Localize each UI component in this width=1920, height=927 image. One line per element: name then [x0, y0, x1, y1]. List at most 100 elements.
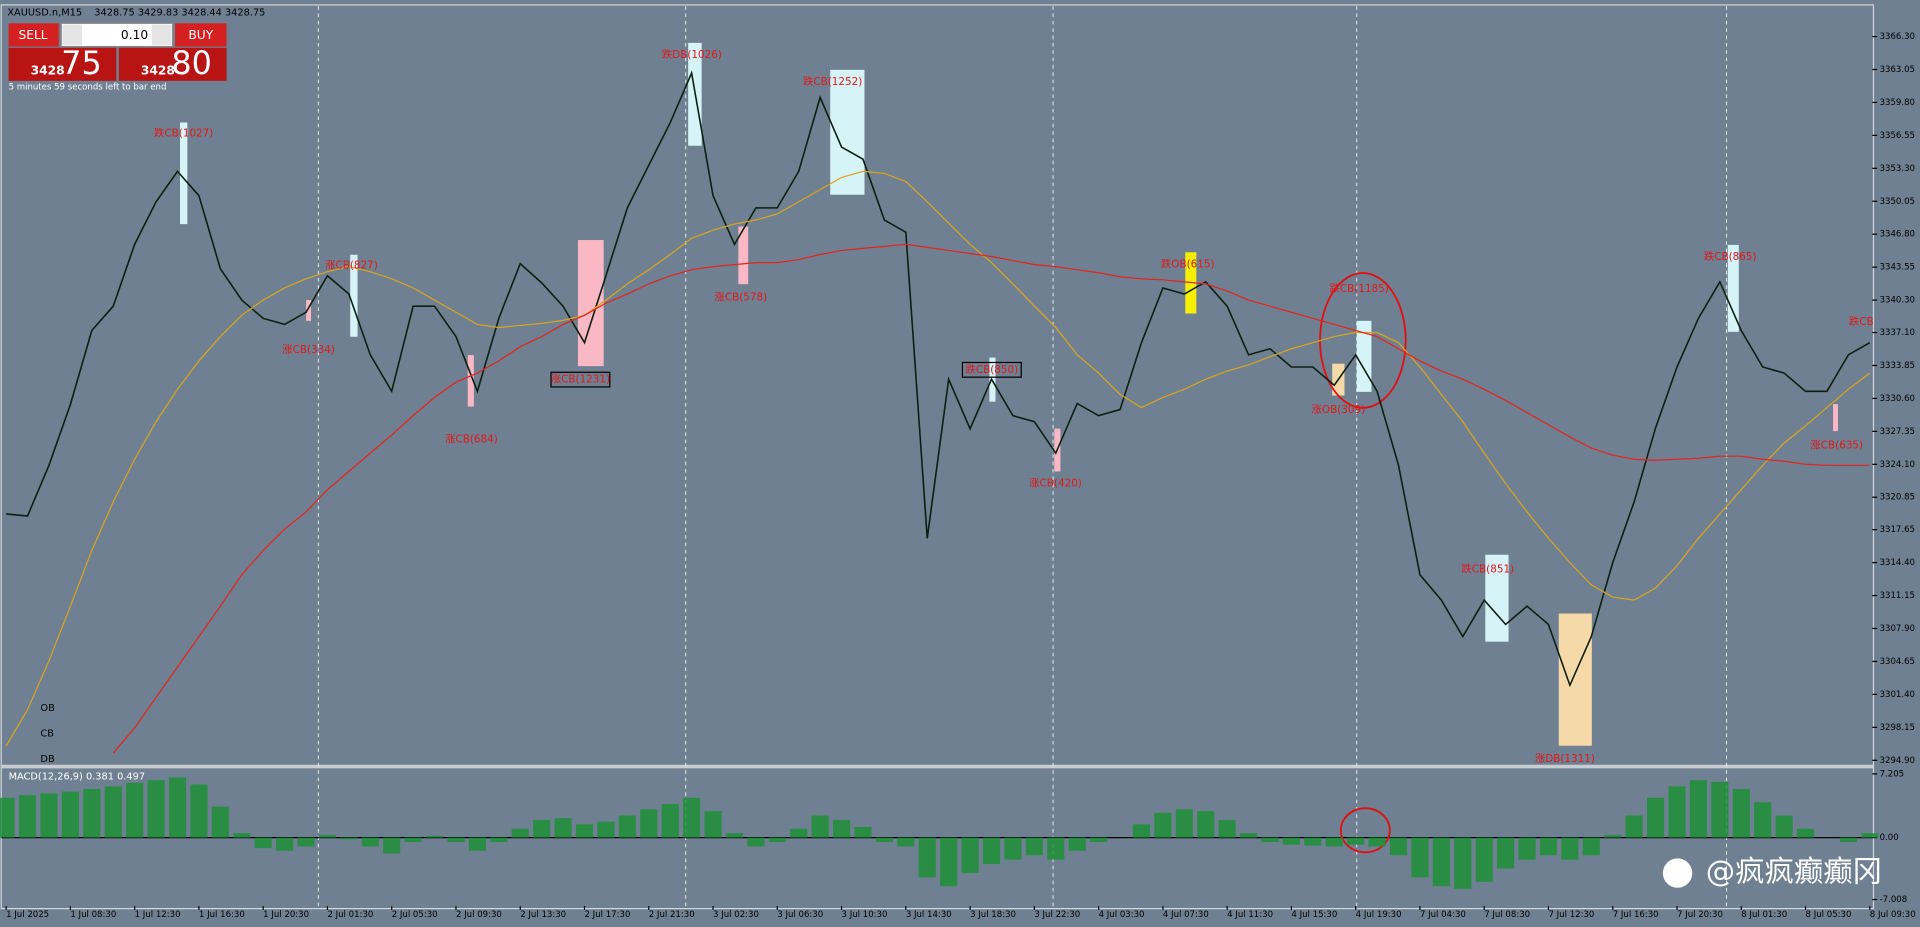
macd-bar	[254, 837, 272, 849]
annotation: 跌CB(1252)	[803, 75, 862, 88]
x-tick-label: 2 Jul 17:30	[585, 910, 631, 920]
x-tick-label: 1 Jul 12:30	[135, 910, 181, 920]
y-tick-label: 3327.35	[1880, 427, 1915, 437]
ask-box[interactable]	[118, 47, 227, 81]
macd-bar	[297, 837, 315, 847]
zone	[1485, 554, 1509, 642]
macd-bar	[1047, 837, 1065, 860]
bid-box[interactable]	[8, 47, 117, 81]
legend-label: DB	[40, 754, 55, 765]
x-tick-label: 4 Jul 19:30	[1356, 910, 1402, 920]
macd-bar	[1175, 809, 1193, 838]
lot-input[interactable]	[60, 22, 174, 48]
y-tick-label: 7.205	[1880, 769, 1905, 779]
y-tick-label: 3366.30	[1880, 32, 1915, 42]
zone	[180, 122, 188, 225]
annotation: 涨CB(684)	[445, 434, 498, 446]
y-tick-label: 3337.10	[1880, 328, 1915, 338]
ask-small: 80	[171, 44, 212, 82]
bid-big: 3428	[31, 64, 65, 78]
x-tick-label: 1 Jul 08:30	[70, 910, 116, 920]
zone	[467, 355, 474, 407]
x-tick-label: 4 Jul 15:30	[1291, 910, 1337, 920]
x-tick-label: 3 Jul 10:30	[842, 910, 888, 920]
sell-button[interactable]	[8, 23, 59, 47]
macd-bar	[1432, 837, 1450, 887]
y-tick-label: 3359.80	[1880, 98, 1915, 108]
annotation-box	[550, 371, 611, 388]
lot-up[interactable]	[151, 24, 172, 46]
watermark: @疯疯癫癫冈	[1706, 855, 1882, 889]
macd-bar	[211, 806, 229, 838]
macd-bar	[1368, 837, 1386, 847]
macd-bar	[768, 837, 786, 843]
macd-bar	[61, 791, 79, 838]
annotation: 涨DB(1311)	[1535, 753, 1595, 765]
y-tick-label: 3350.05	[1880, 197, 1915, 207]
price-line	[5, 170, 1871, 747]
macd-bar	[1261, 837, 1279, 843]
y-tick-label: 3304.65	[1880, 657, 1915, 667]
macd-bar	[554, 818, 572, 838]
price-line	[112, 243, 1870, 754]
macd-bar	[1411, 837, 1429, 878]
bid-small: 75	[61, 44, 102, 82]
y-tick-label: 0.00	[1880, 833, 1899, 843]
macd-bar	[982, 837, 1001, 865]
x-tick-label: 2 Jul 09:30	[456, 910, 502, 920]
macd-bar	[1475, 837, 1493, 882]
macd-bar	[276, 837, 294, 851]
macd-bar	[790, 828, 808, 838]
macd-bar	[1132, 824, 1151, 838]
macd-bar	[725, 833, 744, 838]
quote: 3428.75 3429.83 3428.44 3428.75	[94, 7, 265, 18]
x-tick-label: 8 Jul 05:30	[1806, 910, 1852, 920]
macd-bar	[1004, 837, 1022, 860]
y-tick-label: 3298.15	[1880, 723, 1915, 733]
zone	[1558, 613, 1592, 746]
x-tick-label: 3 Jul 22:30	[1034, 910, 1080, 920]
y-tick-label: 3363.05	[1880, 65, 1915, 75]
zone	[577, 240, 604, 367]
x-tick-label: 8 Jul 01:30	[1741, 910, 1787, 920]
y-tick-label: 3301.40	[1880, 690, 1915, 700]
annotation: 涨OB(309)	[1312, 404, 1366, 416]
y-tick-label: -7.008	[1880, 895, 1908, 905]
y-tick-label: 3294.90	[1880, 756, 1915, 766]
macd-bar	[425, 835, 444, 838]
zone	[350, 254, 358, 337]
macd-bar	[233, 833, 251, 838]
y-tick-label: 3356.55	[1880, 131, 1915, 141]
ask-big: 3428	[141, 64, 175, 78]
macd-bar	[1347, 837, 1365, 845]
annotation: 涨CB(334)	[282, 344, 335, 356]
y-tick-label: 3320.85	[1880, 493, 1915, 503]
macd-bar	[40, 793, 58, 838]
y-tick-label: 3346.80	[1880, 230, 1915, 240]
macd-bar	[1497, 837, 1515, 869]
macd-bar	[1668, 786, 1686, 838]
annotation: 跌CB	[1849, 315, 1874, 328]
buy-button[interactable]	[175, 23, 227, 47]
macd-bar	[1518, 837, 1536, 860]
zone	[1727, 244, 1739, 332]
macd-bar	[104, 786, 122, 838]
macd-bar	[661, 804, 679, 838]
annotation: 跌CB(865)	[1704, 250, 1757, 263]
y-tick-label: 3307.90	[1880, 624, 1915, 634]
macd-bar	[1090, 837, 1108, 843]
zone	[1833, 404, 1838, 432]
y-tick-label: 3333.85	[1880, 361, 1915, 371]
lot-down[interactable]	[62, 24, 83, 46]
macd-bar	[1218, 819, 1236, 838]
x-tick-label: 2 Jul 13:30	[520, 910, 566, 920]
annotation: 涨CB(827)	[325, 260, 378, 272]
x-tick-label: 2 Jul 01:30	[327, 910, 373, 920]
macd-bar	[1796, 828, 1815, 838]
price-line	[6, 70, 1871, 688]
macd-bar	[1539, 837, 1558, 856]
annotation: 涨CB(420)	[1029, 478, 1082, 490]
y-tick-label: 3324.10	[1880, 460, 1915, 470]
